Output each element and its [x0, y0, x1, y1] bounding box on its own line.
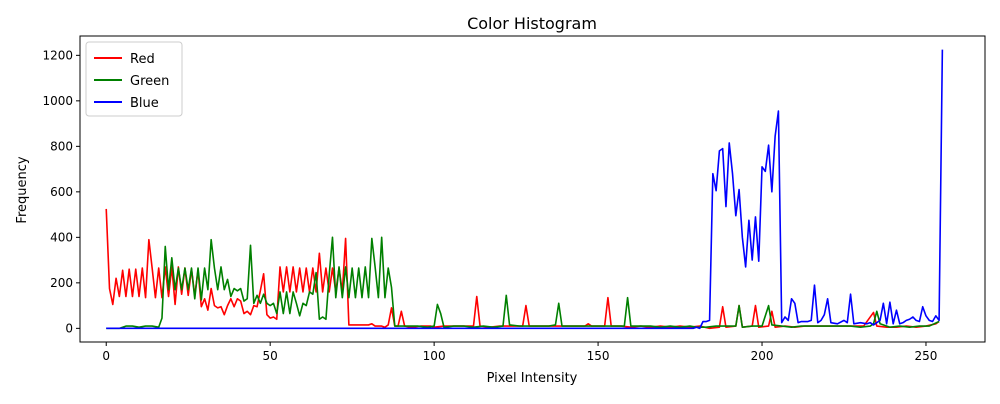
y-tick-label: 1200	[42, 48, 73, 62]
series-line-green	[106, 236, 940, 330]
legend: Red Green Blue	[85, 41, 183, 117]
x-tick-label: 200	[751, 349, 774, 363]
x-tick-label: 250	[915, 349, 938, 363]
y-tick-label: 600	[50, 185, 73, 199]
legend-label-red: Red	[130, 52, 155, 67]
y-tick-label: 200	[50, 276, 73, 290]
series-line-blue	[106, 49, 944, 330]
y-tick-label: 400	[50, 230, 73, 244]
x-tick-label: 0	[102, 349, 110, 363]
series-lines	[105, 49, 944, 330]
y-tick-label: 800	[50, 139, 73, 153]
plot-content	[105, 49, 944, 330]
legend-label-green: Green	[130, 74, 169, 89]
legend-label-blue: Blue	[130, 96, 159, 111]
legend-box	[85, 41, 183, 117]
x-tick-label: 100	[423, 349, 446, 363]
x-tick-label: 150	[587, 349, 610, 363]
x-axis-label: Pixel Intensity	[487, 371, 578, 386]
y-axis-label: Frequency	[15, 156, 30, 223]
x-tick-label: 50	[263, 349, 278, 363]
axes-frame	[79, 35, 986, 343]
x-axis: 0 50 100 150 200 250	[102, 342, 937, 363]
y-tick-label: 0	[65, 321, 73, 335]
y-axis: 0 200 400 600 800 1000 1200	[42, 48, 80, 335]
series-line-red	[105, 208, 940, 330]
y-tick-label: 1000	[42, 94, 73, 108]
chart-title: Color Histogram	[467, 14, 597, 33]
